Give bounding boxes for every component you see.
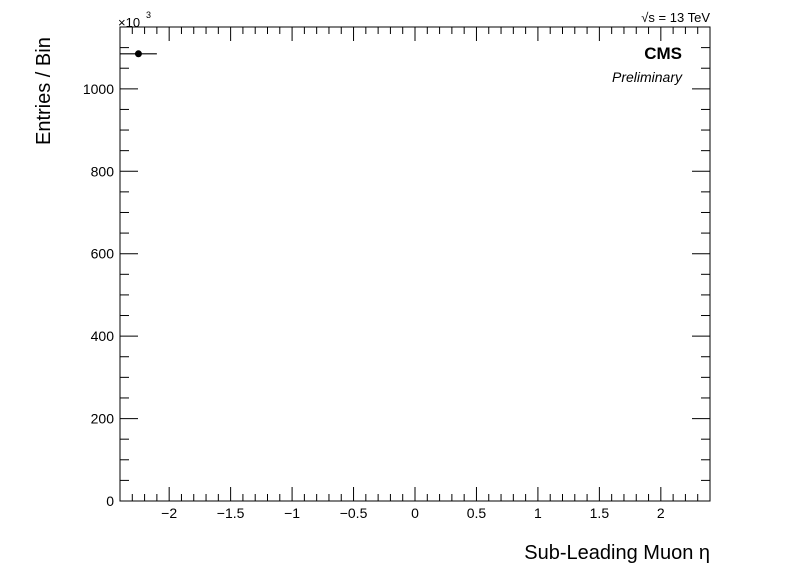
y-tick-label: 200 [91,411,115,427]
y-axis-tick-labels: 0 200 400 600 800 1000 [83,81,114,509]
x-tick-label: −1 [284,505,300,521]
cms-label: CMS [644,44,682,63]
y-axis-ticks [120,26,710,502]
data-point [134,50,142,58]
x-tick-label: −0.5 [340,505,368,521]
y-tick-label: 1000 [83,81,114,97]
x-axis-title: Sub-Leading Muon η [524,542,710,564]
y-multiplier-label: ×10 [118,15,140,30]
preliminary-label: Preliminary [612,69,683,85]
y-axis-title: Entries / Bin [33,37,55,145]
data-points [120,50,157,58]
x-tick-label: 0.5 [467,505,487,521]
x-axis-ticks [119,27,711,501]
x-tick-label: 1 [534,505,542,521]
y-tick-label: 600 [91,246,115,262]
x-tick-label: 2 [657,505,665,521]
y-tick-label: 800 [91,163,115,179]
plot-frame [119,26,711,502]
x-tick-label: 0 [411,505,419,521]
y-tick-label: 400 [91,328,115,344]
x-tick-label: −2 [161,505,177,521]
x-axis-tick-labels: −2 −1.5 −1 −0.5 0 0.5 1 1.5 2 [161,505,665,521]
y-multiplier-exponent: 3 [146,10,151,20]
x-tick-label: −1.5 [217,505,245,521]
energy-label: √s = 13 TeV [641,10,710,25]
y-tick-label: 0 [106,493,114,509]
x-tick-label: 1.5 [590,505,610,521]
